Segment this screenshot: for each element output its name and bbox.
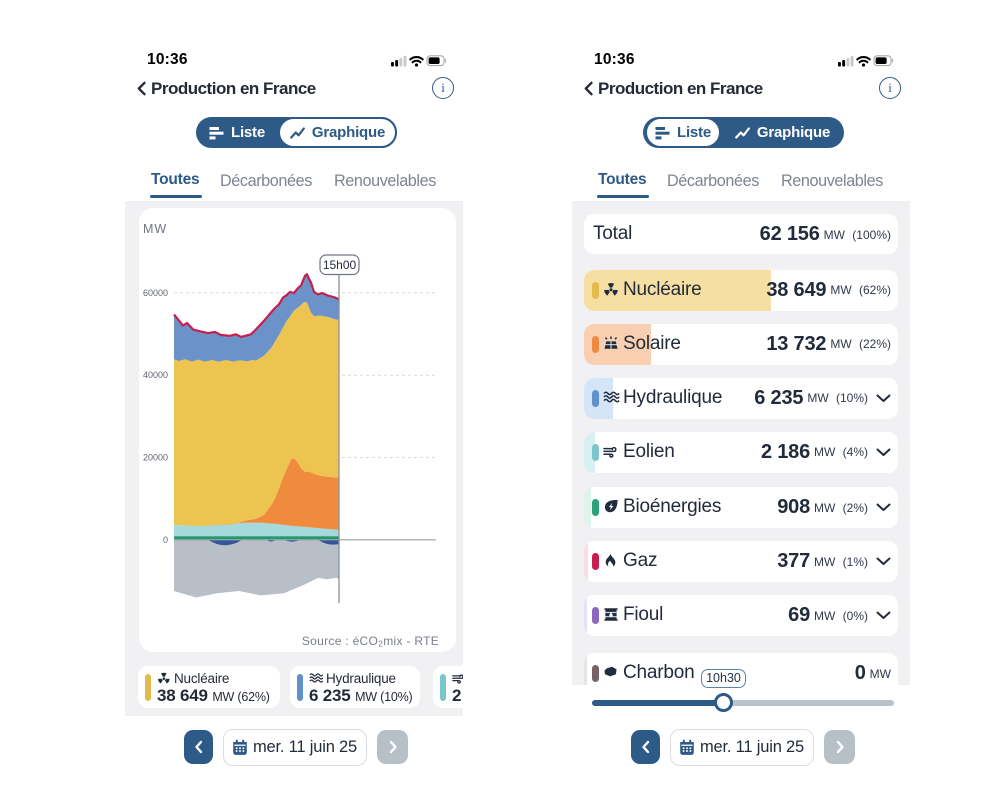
svg-text:20000: 20000 <box>143 453 168 463</box>
svg-text:40000: 40000 <box>143 370 168 380</box>
svg-text:0: 0 <box>163 535 168 545</box>
svg-text:Source : éCO2mix - RTE: Source : éCO2mix - RTE <box>302 634 439 649</box>
svg-text:60000: 60000 <box>143 288 168 298</box>
svg-text:15h00: 15h00 <box>323 258 357 272</box>
svg-text:MW: MW <box>143 222 167 236</box>
